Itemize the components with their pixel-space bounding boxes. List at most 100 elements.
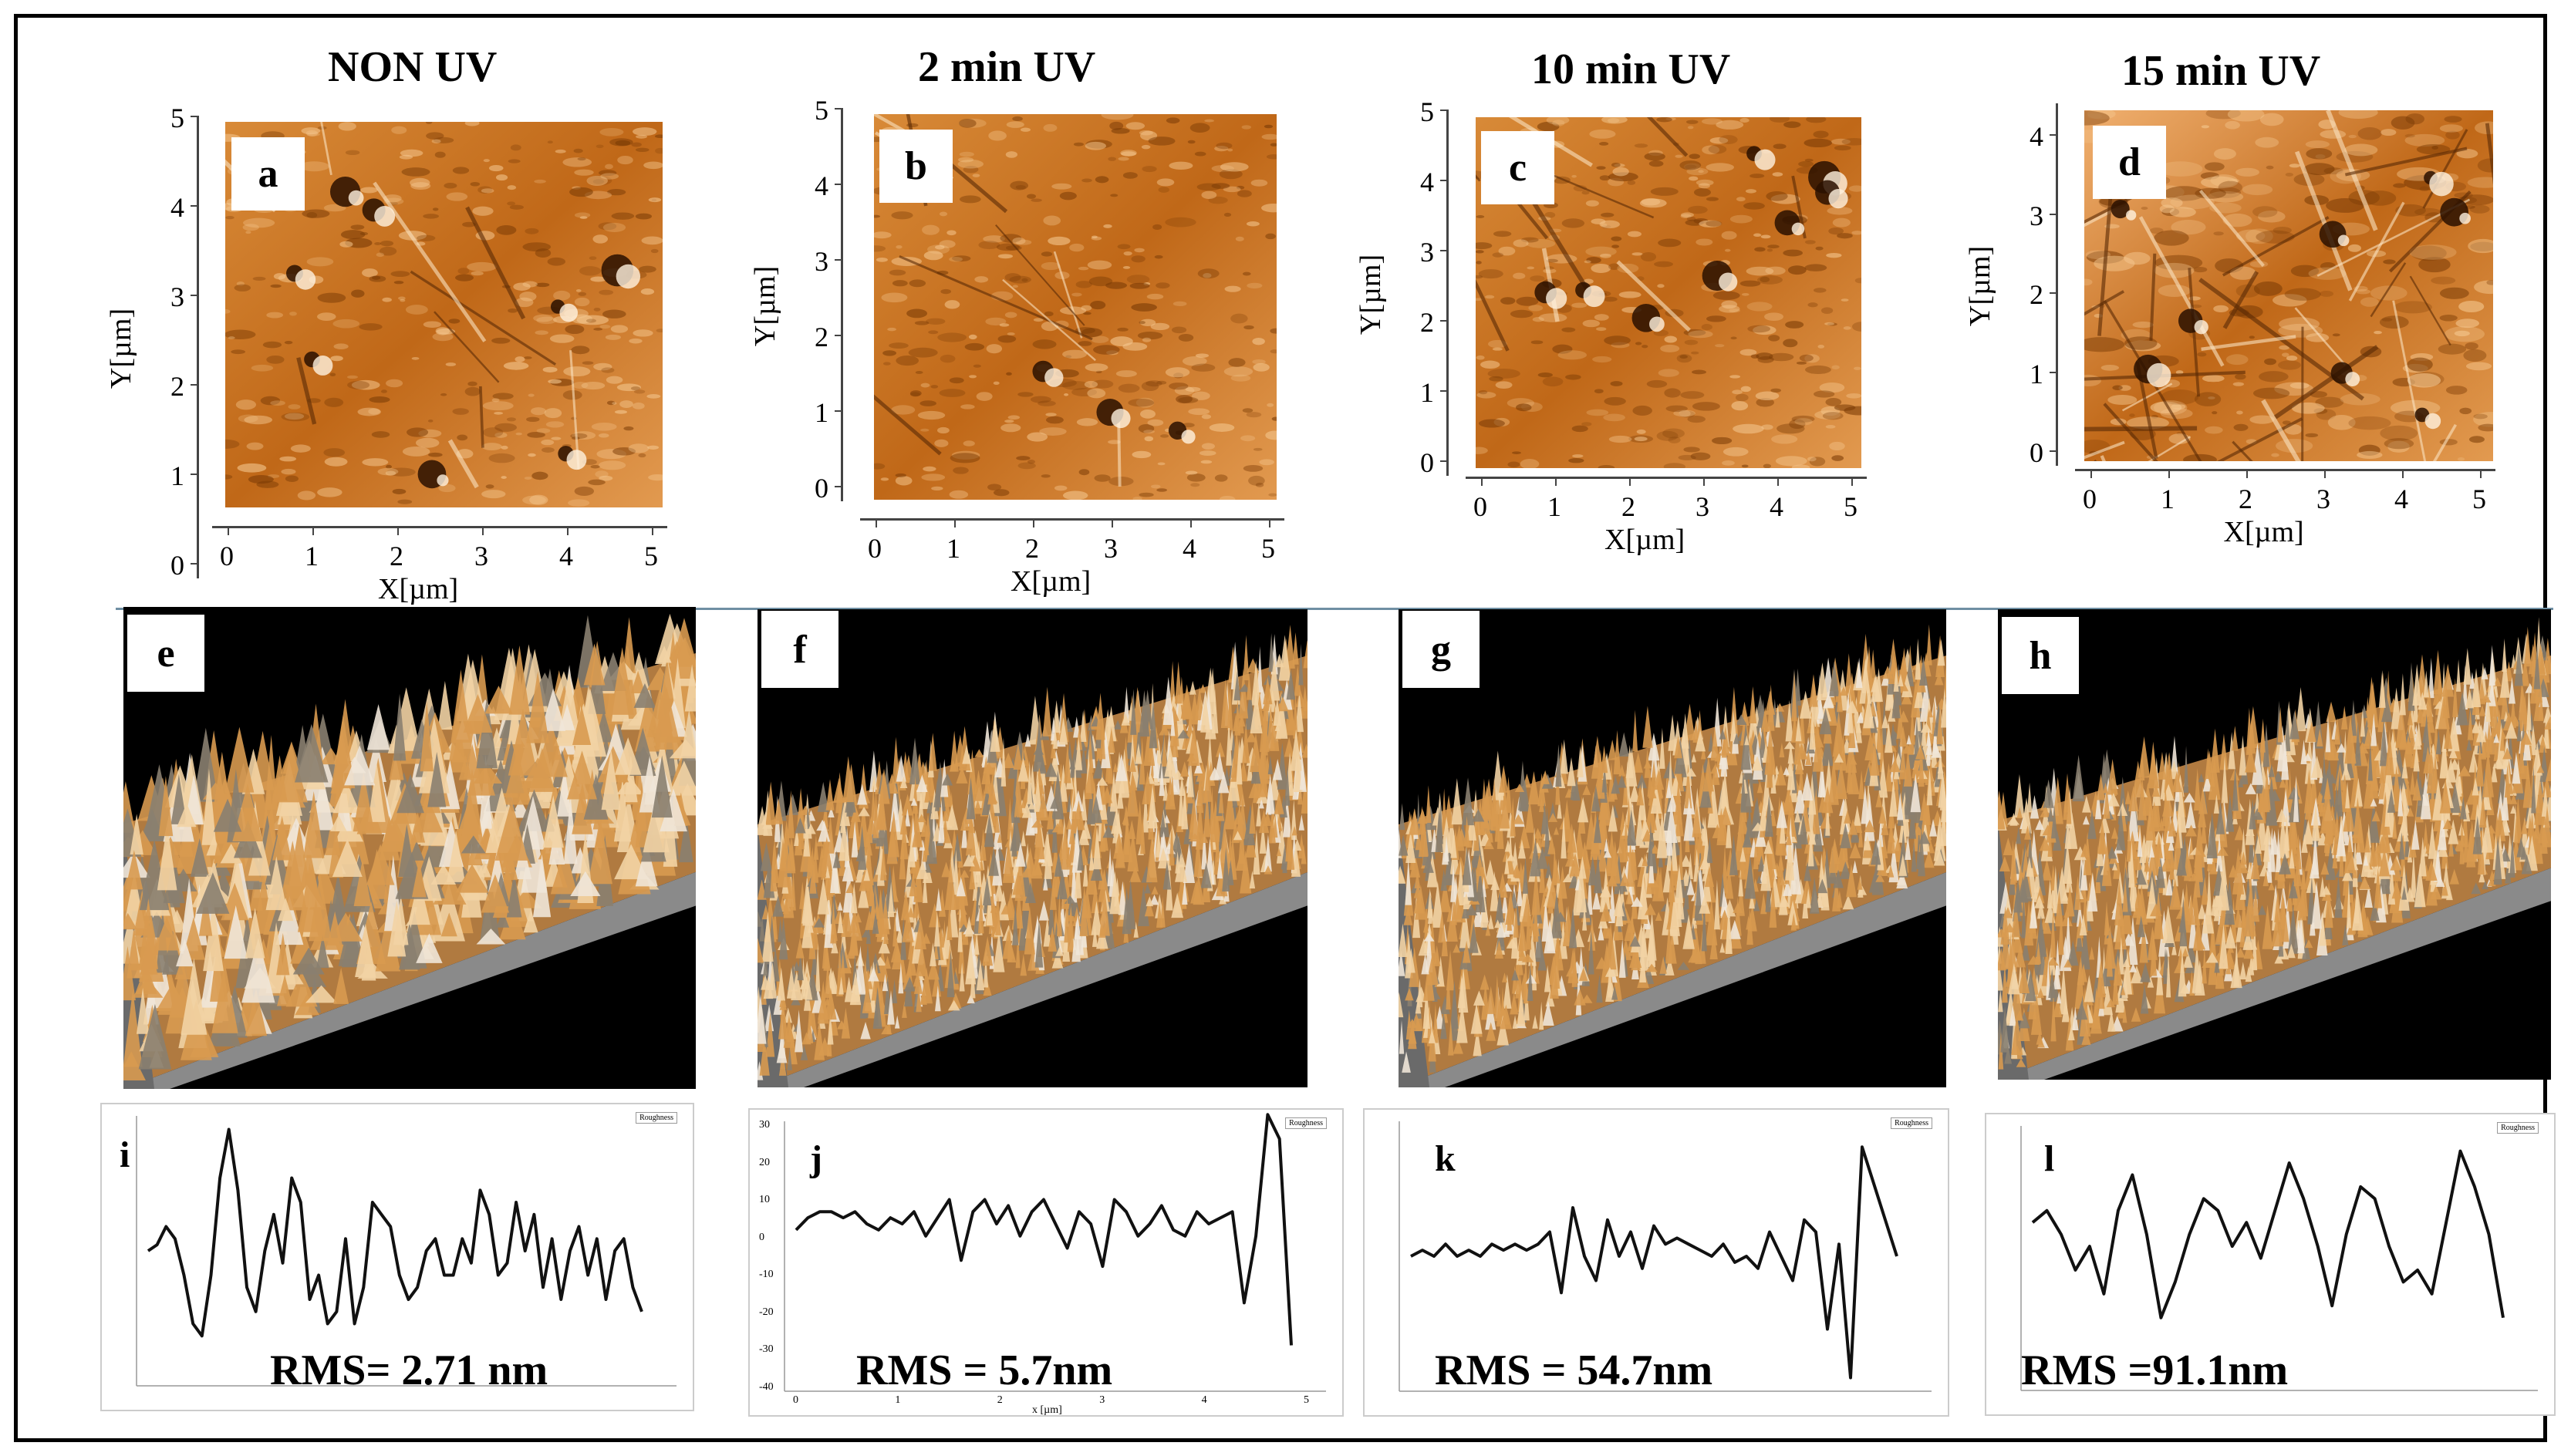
- column-title: 2 min UV: [918, 43, 1096, 91]
- roughness-legend: Roughness: [2497, 1122, 2539, 1134]
- y-tick-label: 2: [1420, 307, 1434, 338]
- y-tick-mark: [835, 259, 842, 261]
- y-tick-mark: [2050, 450, 2057, 452]
- x-tick-label: 0: [220, 541, 234, 571]
- y-axis-label: Y[µm]: [749, 265, 782, 347]
- y-tick-mark: [2050, 371, 2057, 373]
- x-tick-label: 0: [2083, 484, 2097, 514]
- y-tick-mark: [1440, 460, 1448, 462]
- x-tick-mark: [1269, 518, 1270, 527]
- x-tick-label: 4: [1183, 533, 1196, 564]
- profile-x-tick: 1: [895, 1394, 901, 1406]
- x-tick-label: 1: [946, 533, 960, 564]
- x-tick-label: 4: [559, 541, 573, 571]
- y-tick-label: 5: [170, 103, 184, 133]
- row-divider: [116, 608, 2553, 610]
- x-tick-label: 3: [1696, 491, 1709, 522]
- roughness-curve-svg: [2020, 1126, 2538, 1391]
- y-tick-mark: [2050, 292, 2057, 294]
- profile-y-tick: 10: [759, 1194, 770, 1206]
- x-tick-label: 1: [305, 541, 319, 571]
- y-tick-mark: [2050, 213, 2057, 215]
- y-axis-line: [1446, 110, 1449, 476]
- profile-y-tick: -40: [759, 1381, 774, 1393]
- profile-y-tick: 0: [759, 1231, 764, 1243]
- x-axis-label: X[µm]: [1604, 524, 1685, 556]
- x-tick-label: 0: [1473, 491, 1487, 522]
- x-tick-mark: [2402, 469, 2404, 478]
- x-axis-label: X[µm]: [2223, 516, 2304, 548]
- x-tick-label: 3: [2316, 484, 2330, 514]
- profile-x-label: x [µm]: [1032, 1404, 1062, 1416]
- y-tick-label: 4: [1420, 167, 1434, 197]
- x-tick-label: 2: [1621, 491, 1635, 522]
- roughness-curve-svg: [136, 1116, 677, 1387]
- x-tick-mark: [876, 518, 877, 527]
- y-tick-label: 3: [2030, 200, 2043, 231]
- y-tick-label: 2: [815, 322, 828, 352]
- roughness-plot: Roughness: [1985, 1113, 2556, 1416]
- y-tick-label: 0: [170, 550, 184, 581]
- roughness-profile-line: [795, 1113, 1293, 1346]
- profile-x-tick: 0: [793, 1394, 798, 1406]
- y-tick-label: 3: [1420, 237, 1434, 268]
- y-tick-mark: [1440, 180, 1448, 181]
- y-tick-label: 1: [1420, 377, 1434, 408]
- surface-render: [758, 625, 1307, 1087]
- x-tick-label: 2: [1025, 533, 1039, 564]
- rms-value: RMS = 5.7nm: [856, 1346, 1113, 1394]
- x-tick-mark: [1112, 518, 1113, 527]
- x-tick-mark: [312, 526, 314, 535]
- x-tick-label: 1: [1547, 491, 1561, 522]
- afm-3d-surface: [758, 609, 1307, 1087]
- panel-letter: a: [231, 137, 305, 211]
- roughness-plot: Roughness 30 20 10 0 -10 -20 -30 -40 0 1 2 3 4 5 x [µm]: [748, 1108, 1344, 1417]
- surface-render: [1998, 617, 2551, 1080]
- panel-letter: l: [2044, 1138, 2055, 1179]
- x-tick-label: 3: [1104, 533, 1118, 564]
- y-axis-line: [197, 116, 199, 578]
- y-tick-mark: [1440, 250, 1448, 251]
- x-tick-label: 4: [2394, 484, 2408, 514]
- surface-base: [1998, 868, 2551, 1080]
- profile-y-tick: 20: [759, 1156, 770, 1168]
- afm-2d-image: [874, 114, 1277, 500]
- rms-value: RMS= 2.71 nm: [270, 1346, 548, 1394]
- x-tick-mark: [397, 526, 399, 535]
- x-tick-label: 3: [474, 541, 488, 571]
- roughness-legend: Roughness: [1285, 1117, 1327, 1129]
- afm-2d-image: [225, 122, 663, 507]
- y-axis-line: [2056, 103, 2058, 466]
- y-tick-mark: [191, 295, 198, 296]
- x-axis-label: X[µm]: [1011, 565, 1092, 598]
- x-axis-label: X[µm]: [378, 573, 459, 605]
- panel-letter: j: [810, 1138, 822, 1179]
- x-tick-mark: [1190, 518, 1192, 527]
- y-tick-label: 4: [170, 192, 184, 223]
- x-tick-label: 4: [1770, 491, 1783, 522]
- x-tick-mark: [652, 526, 653, 535]
- panel-letter: c: [1481, 131, 1554, 204]
- y-tick-mark: [191, 116, 198, 117]
- profile-x-tick: 4: [1201, 1394, 1207, 1406]
- x-tick-label: 1: [2161, 484, 2175, 514]
- roughness-legend: Roughness: [1891, 1117, 1932, 1129]
- roughness-plot: Roughness: [1363, 1108, 1949, 1417]
- profile-y-tick: -20: [759, 1306, 774, 1318]
- y-tick-label: 1: [2030, 358, 2043, 389]
- y-tick-label: 1: [170, 460, 184, 491]
- y-tick-label: 2: [2030, 279, 2043, 310]
- y-axis-line: [841, 108, 843, 501]
- panel-letter: b: [879, 130, 953, 203]
- y-tick-label: 1: [815, 397, 828, 428]
- surface-base: [1399, 872, 1946, 1087]
- profile-y-tick: 30: [759, 1119, 770, 1131]
- x-tick-mark: [1033, 518, 1034, 527]
- column-title: 15 min UV: [2121, 47, 2321, 95]
- panel-letter: d: [2093, 126, 2166, 199]
- profile-y-tick: -30: [759, 1343, 774, 1356]
- y-tick-mark: [1440, 320, 1448, 322]
- y-tick-label: 5: [1420, 96, 1434, 127]
- rms-value: RMS = 54.7nm: [1435, 1346, 1713, 1394]
- roughness-profile-line: [2031, 1149, 2505, 1320]
